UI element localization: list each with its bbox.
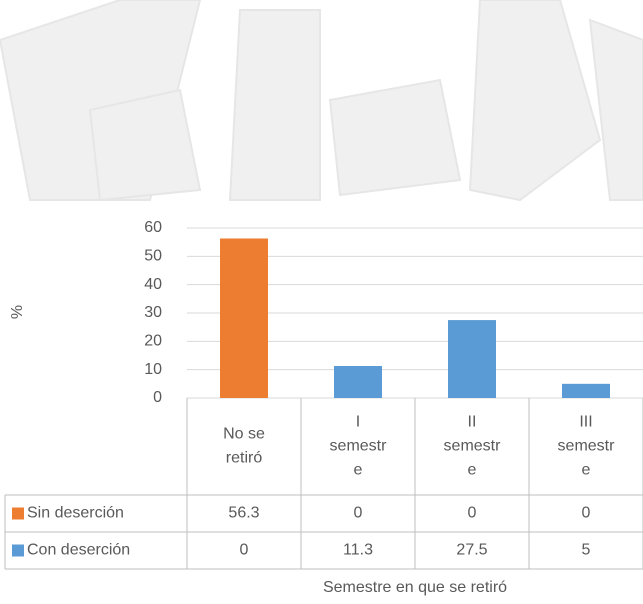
chart: % Semestre en que se retiró 010203040506… — [0, 0, 643, 604]
y-tick-label: 10 — [144, 361, 162, 378]
bar — [334, 366, 382, 398]
bar — [562, 384, 610, 398]
table-value: 5 — [582, 542, 591, 559]
table-value: 56.3 — [228, 505, 259, 522]
table-value: 0 — [240, 542, 249, 559]
table-value: 0 — [468, 505, 477, 522]
y-tick-label: 50 — [144, 248, 162, 265]
legend-label: Con deserción — [27, 542, 130, 559]
y-tick-label: 60 — [144, 219, 162, 236]
legend-swatch — [12, 508, 24, 520]
x-axis-title: Semestre en que se retiró — [323, 579, 507, 596]
legend-swatch — [12, 545, 24, 557]
y-tick-label: 0 — [153, 389, 162, 406]
y-tick-label: 20 — [144, 333, 162, 350]
table-value: 0 — [354, 505, 363, 522]
y-axis-title: % — [9, 305, 26, 319]
table-value: 11.3 — [343, 542, 373, 559]
y-tick-label: 40 — [144, 276, 162, 293]
watermark — [0, 0, 643, 200]
bar — [448, 320, 496, 398]
table-value: 0 — [582, 505, 591, 522]
table-value: 27.5 — [456, 542, 487, 559]
y-tick-label: 30 — [144, 304, 162, 321]
bar — [220, 238, 268, 398]
legend-label: Sin deserción — [27, 505, 124, 522]
